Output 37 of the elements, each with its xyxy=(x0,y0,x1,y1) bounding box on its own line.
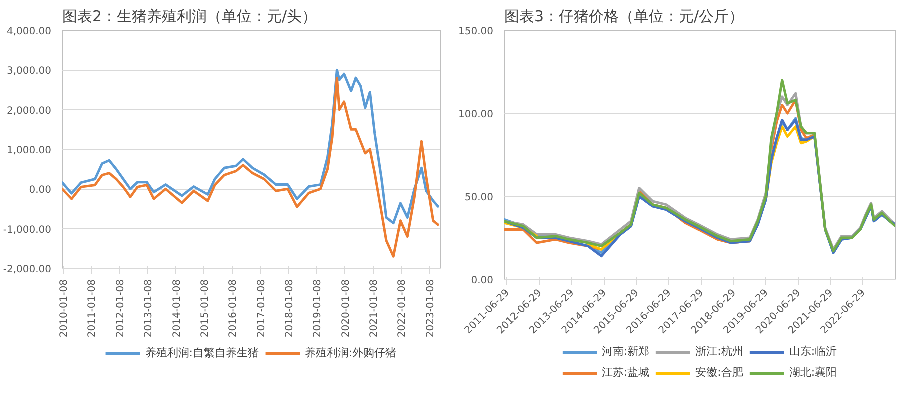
legend-label: 河南:新郑 xyxy=(602,344,650,359)
y-tick-label: -2,000.00 xyxy=(3,264,52,276)
x-tick-label: 2013-01-08 xyxy=(144,279,155,338)
y-tick-label: 1,000.00 xyxy=(6,146,52,156)
x-tick-label: 2018-01-08 xyxy=(284,279,296,338)
legend-label: 浙江:杭州 xyxy=(696,344,744,359)
line-series xyxy=(62,68,440,225)
legend-label: 养殖利润:自繁自养生猪 xyxy=(145,346,259,360)
y-tick-label: 150.00 xyxy=(458,26,494,38)
y-tick-label: 0.00 xyxy=(471,276,494,286)
legend-label: 湖北:襄阳 xyxy=(789,365,838,380)
x-tick-label: 2020-01-08 xyxy=(340,279,352,338)
y-tick-label: 50.00 xyxy=(464,192,494,204)
x-tick-label: 2016-01-08 xyxy=(228,279,240,338)
x-tick-label: 2022-01-08 xyxy=(397,279,408,338)
y-tick-label: 100.00 xyxy=(458,110,494,120)
y-tick-label: 4,000.00 xyxy=(6,26,52,38)
x-tick-label: 2021-01-08 xyxy=(369,279,380,338)
chart-title: 图表2：生猪养殖利润（单位：元/头） xyxy=(62,8,318,26)
legend-label: 养殖利润:外购仔猪 xyxy=(305,346,397,360)
x-tick-label: 2012-01-08 xyxy=(115,279,126,338)
y-tick-label: 2,000.00 xyxy=(6,106,52,117)
x-tick-label: 2015-01-08 xyxy=(200,279,211,338)
x-tick-label: 2014-01-08 xyxy=(172,279,183,338)
y-tick-label: 3,000.00 xyxy=(6,66,52,78)
legend-label: 江苏:盐城 xyxy=(602,365,650,380)
y-tick-label: 0.00 xyxy=(29,185,52,196)
line-series xyxy=(62,76,440,258)
x-tick-label: 2019-01-08 xyxy=(312,279,324,338)
x-tick-label: 2010-01-08 xyxy=(59,279,70,338)
legend-label: 安徽:合肥 xyxy=(696,365,744,380)
y-tick-label: -1,000.00 xyxy=(3,224,52,236)
chart-title: 图表3：仔猪价格（单位：元/公斤） xyxy=(504,8,744,26)
legend-label: 山东:临沂 xyxy=(789,344,838,359)
x-tick-label: 2011-01-08 xyxy=(87,279,98,338)
x-tick-label: 2023-01-08 xyxy=(425,279,436,338)
x-tick-label: 2017-01-08 xyxy=(256,279,268,338)
